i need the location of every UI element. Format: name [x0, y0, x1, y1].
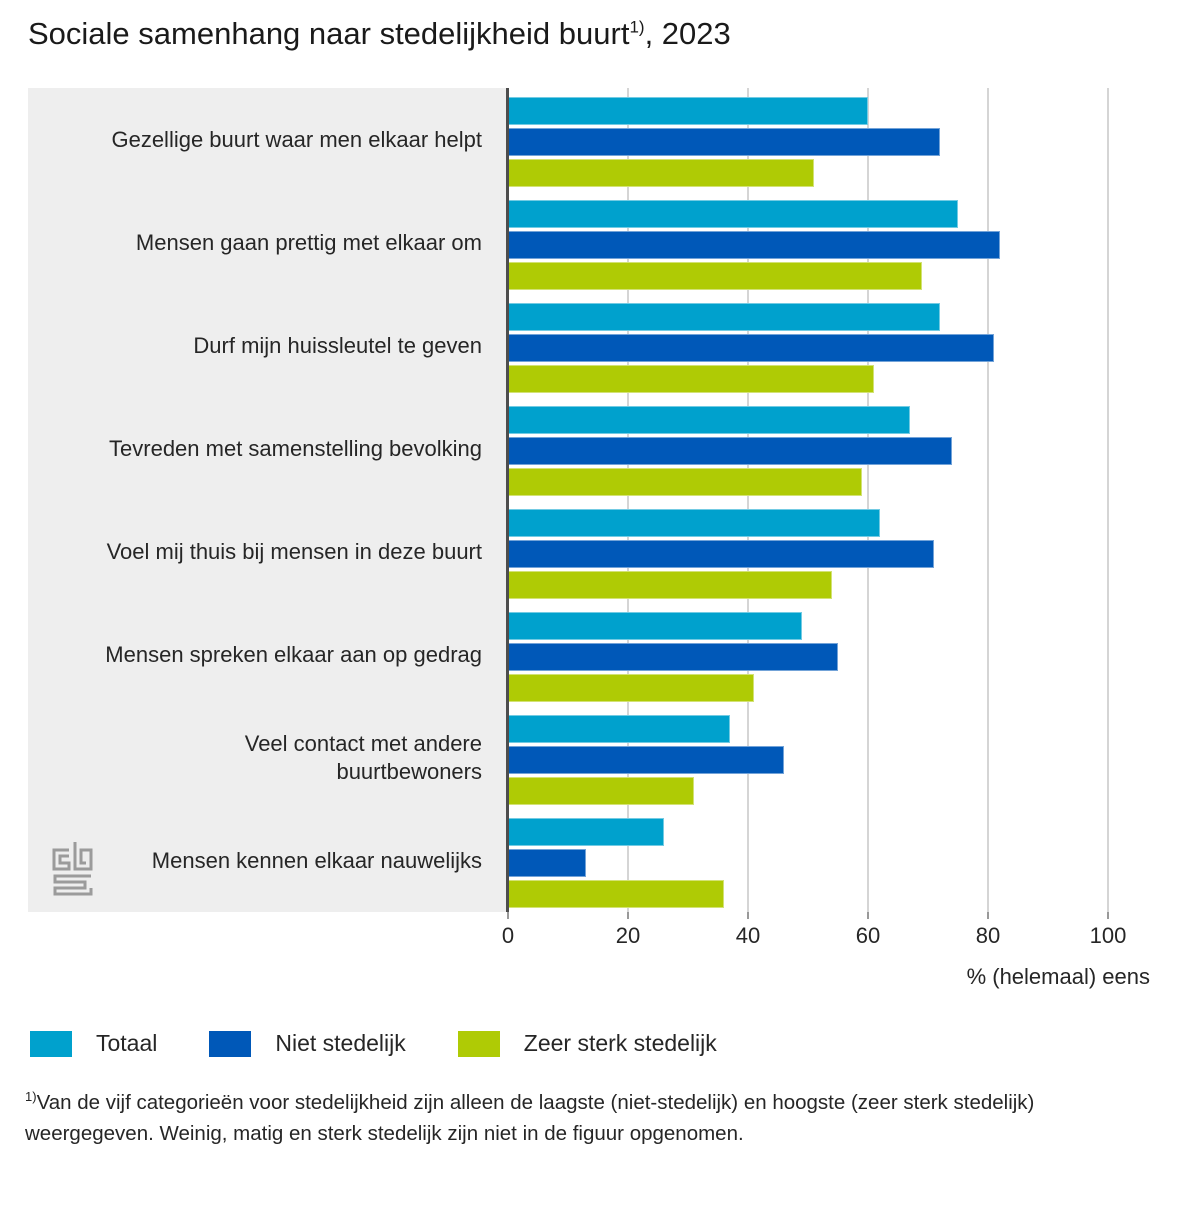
bar-totaal — [508, 97, 868, 125]
bar-totaal — [508, 509, 880, 537]
bar-group-3 — [508, 294, 1150, 397]
legend-label-totaal: Totaal — [96, 1030, 158, 1056]
bar-niet-stedelijk — [508, 540, 934, 568]
bar-group-7 — [508, 706, 1150, 809]
legend-label-zeer-sterk-stedelijk: Zeer sterk stedelijk — [523, 1030, 717, 1056]
bar-group-8 — [508, 809, 1150, 912]
bar-zeer-sterk-stedelijk — [508, 159, 814, 187]
tick-mark-0 — [507, 912, 509, 919]
category-label-text: Mensen spreken elkaar aan op gedrag — [105, 641, 482, 667]
legend-item-totaal: Totaal — [30, 1030, 157, 1057]
bar-niet-stedelijk — [508, 643, 838, 671]
gridline-40 — [747, 88, 749, 912]
bar-totaal — [508, 715, 730, 743]
y-axis-line — [506, 88, 509, 912]
bar-group-5 — [508, 500, 1150, 603]
tick-label-60: 60 — [855, 923, 881, 948]
legend-swatch-niet-stedelijk — [209, 1030, 252, 1057]
bar-chart: Gezellige buurt waar men elkaar helpt Men… — [28, 88, 1200, 912]
bar-totaal — [508, 612, 802, 640]
bar-zeer-sterk-stedelijk — [508, 468, 862, 496]
tick-mark-40 — [747, 912, 749, 919]
category-label: Durf mijn huissleutel te geven — [28, 294, 508, 397]
category-label: Gezellige buurt waar men elkaar helpt — [28, 88, 508, 191]
bar-zeer-sterk-stedelijk — [508, 571, 832, 599]
bar-niet-stedelijk — [508, 231, 1000, 259]
category-label-text: Gezellige buurt waar men elkaar helpt — [111, 126, 482, 152]
gridline-100 — [1107, 88, 1109, 912]
bar-zeer-sterk-stedelijk — [508, 365, 874, 393]
bar-totaal — [508, 818, 664, 846]
category-labels-panel: Gezellige buurt waar men elkaar helpt Men… — [28, 88, 508, 912]
bar-zeer-sterk-stedelijk — [508, 262, 922, 290]
legend-item-niet-stedelijk: Niet stedelijk — [209, 1030, 406, 1057]
tick-mark-20 — [627, 912, 629, 919]
legend-item-zeer-sterk-stedelijk: Zeer sterk stedelijk — [457, 1030, 717, 1057]
legend: Totaal Niet stedelijk Zeer sterk stedelijk — [30, 1030, 1200, 1057]
bar-totaal — [508, 406, 910, 434]
gridline-20 — [627, 88, 629, 912]
category-label-text: Mensen kennen elkaar nauwelijks — [151, 847, 482, 873]
x-axis-title: % (helemaal) eens — [966, 964, 1150, 989]
gridline-80 — [987, 88, 989, 912]
bar-totaal — [508, 200, 958, 228]
category-label-text: Voel mij thuis bij mensen in deze buurt — [106, 538, 482, 564]
x-axis-ticks: 0 20 40 60 80 100 — [502, 912, 1150, 956]
bar-group-6 — [508, 603, 1150, 706]
category-label: Voel mij thuis bij mensen in deze buurt — [28, 500, 508, 603]
legend-swatch-totaal — [30, 1030, 72, 1057]
bar-niet-stedelijk — [508, 437, 952, 465]
bar-group-1 — [508, 88, 1150, 191]
bar-zeer-sterk-stedelijk — [508, 777, 694, 805]
category-label: Mensen spreken elkaar aan op gedrag — [28, 603, 508, 706]
category-label-text: Durf mijn huissleutel te geven — [193, 332, 482, 358]
bar-group-4 — [508, 397, 1150, 500]
tick-mark-80 — [987, 912, 989, 919]
tick-label-100: 100 — [1089, 923, 1127, 948]
plot-area — [506, 88, 1150, 912]
category-label-text: Veel contact met andere buurtbewoners — [244, 730, 482, 784]
category-label: Tevreden met samenstelling bevolking — [28, 397, 508, 500]
legend-label-niet-stedelijk: Niet stedelijk — [275, 1030, 406, 1056]
page-title: Sociale samenhang naar stedelijkheid buu… — [28, 16, 1200, 52]
bar-niet-stedelijk — [508, 334, 994, 362]
category-label: Mensen kennen elkaar nauwelijks — [28, 809, 508, 912]
cbs-logo — [52, 842, 93, 896]
tick-label-80: 80 — [975, 923, 1001, 948]
title-footnote-marker: 1) — [629, 17, 645, 37]
category-label: Mensen gaan prettig met elkaar om — [28, 191, 508, 294]
category-label: Veel contact met andere buurtbewoners — [28, 706, 508, 809]
category-label-text: Tevreden met samenstelling bevolking — [109, 435, 482, 461]
bar-zeer-sterk-stedelijk — [508, 674, 754, 702]
gridline-60 — [867, 88, 869, 912]
bar-niet-stedelijk — [508, 849, 586, 877]
tick-label-40: 40 — [735, 923, 761, 948]
legend-swatch-zeer-sterk-stedelijk — [457, 1030, 500, 1057]
tick-label-0: 0 — [501, 923, 515, 948]
title-year: , 2023 — [644, 16, 731, 51]
footnote-text: Van de vijf categorieën voor stedelijkhe… — [25, 1090, 1035, 1145]
footnote: 1)Van de vijf categorieën voor stedelijk… — [25, 1087, 1145, 1149]
tick-label-20: 20 — [615, 923, 641, 948]
title-text: Sociale samenhang naar stedelijkheid buu… — [28, 16, 630, 51]
bar-niet-stedelijk — [508, 128, 940, 156]
bar-totaal — [508, 303, 940, 331]
bar-group-2 — [508, 191, 1150, 294]
tick-mark-100 — [1107, 912, 1109, 919]
tick-mark-60 — [867, 912, 869, 919]
bar-zeer-sterk-stedelijk — [508, 880, 724, 908]
footnote-marker: 1) — [25, 1089, 37, 1104]
bar-niet-stedelijk — [508, 746, 784, 774]
category-label-text: Mensen gaan prettig met elkaar om — [135, 229, 482, 255]
